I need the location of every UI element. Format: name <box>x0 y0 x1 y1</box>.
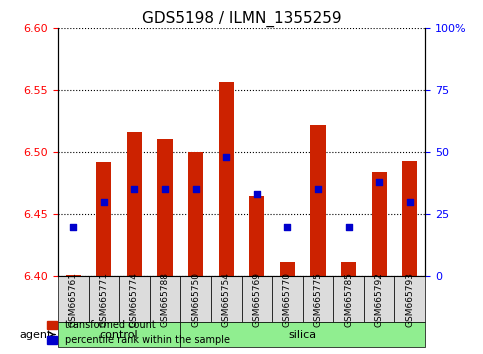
FancyBboxPatch shape <box>303 276 333 322</box>
Bar <box>127 132 142 276</box>
Bar <box>402 161 417 276</box>
Bar <box>341 262 356 276</box>
Title: GDS5198 / ILMN_1355259: GDS5198 / ILMN_1355259 <box>142 11 341 27</box>
Point <box>284 224 291 229</box>
FancyBboxPatch shape <box>150 276 180 322</box>
Text: GSM665761: GSM665761 <box>69 272 78 327</box>
Point <box>314 187 322 192</box>
Point <box>70 224 77 229</box>
FancyBboxPatch shape <box>242 276 272 322</box>
Point <box>192 187 199 192</box>
FancyBboxPatch shape <box>395 276 425 322</box>
FancyBboxPatch shape <box>180 276 211 322</box>
Bar <box>371 172 387 276</box>
Text: agent: agent <box>19 330 52 339</box>
Point <box>406 199 413 205</box>
Text: silica: silica <box>289 330 317 339</box>
Text: GSM665793: GSM665793 <box>405 272 414 327</box>
Text: GSM665775: GSM665775 <box>313 272 323 327</box>
Point <box>375 179 383 185</box>
Text: GSM665754: GSM665754 <box>222 272 231 327</box>
Text: GSM665788: GSM665788 <box>160 272 170 327</box>
Legend: transformed count, percentile rank within the sample: transformed count, percentile rank withi… <box>43 316 234 349</box>
FancyBboxPatch shape <box>58 276 88 322</box>
Point <box>100 199 108 205</box>
Point <box>253 192 261 197</box>
FancyBboxPatch shape <box>180 322 425 347</box>
Text: GSM665770: GSM665770 <box>283 272 292 327</box>
Text: GSM665771: GSM665771 <box>99 272 108 327</box>
Bar <box>219 81 234 276</box>
Text: GSM665769: GSM665769 <box>252 272 261 327</box>
FancyBboxPatch shape <box>58 322 180 347</box>
Bar <box>157 138 173 276</box>
Text: GSM665750: GSM665750 <box>191 272 200 327</box>
Bar <box>249 195 265 276</box>
Bar <box>66 275 81 276</box>
Bar <box>280 262 295 276</box>
FancyBboxPatch shape <box>119 276 150 322</box>
Point <box>345 224 353 229</box>
FancyBboxPatch shape <box>333 276 364 322</box>
FancyBboxPatch shape <box>364 276 395 322</box>
Text: GSM665792: GSM665792 <box>375 272 384 327</box>
Bar <box>96 162 112 276</box>
Text: control: control <box>100 330 139 339</box>
Text: GSM665785: GSM665785 <box>344 272 353 327</box>
FancyBboxPatch shape <box>211 276 242 322</box>
Point <box>222 154 230 160</box>
FancyBboxPatch shape <box>88 276 119 322</box>
Text: GSM665774: GSM665774 <box>130 272 139 327</box>
FancyBboxPatch shape <box>272 276 303 322</box>
Point <box>130 187 138 192</box>
Bar <box>188 152 203 276</box>
Point <box>161 187 169 192</box>
Bar <box>311 125 326 276</box>
